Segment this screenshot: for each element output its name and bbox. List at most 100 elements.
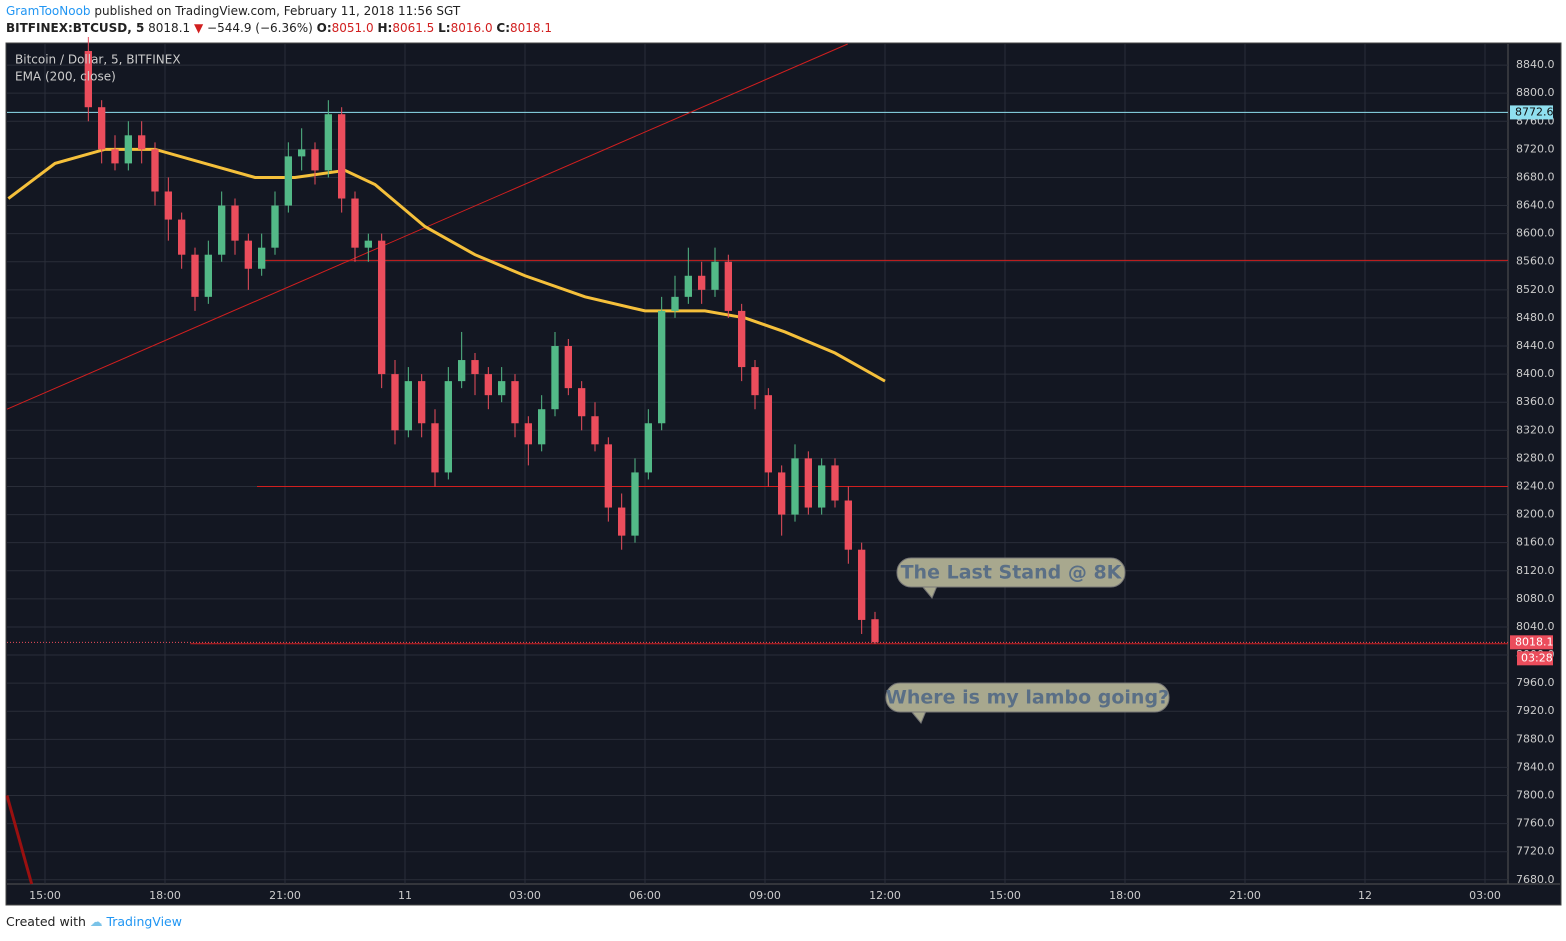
- y-tick-label: 8200.0: [1516, 508, 1555, 521]
- y-tick-label: 8040.0: [1516, 620, 1555, 633]
- candle-body: [311, 149, 319, 171]
- created: Created with: [6, 914, 86, 929]
- candle-body: [618, 507, 626, 536]
- footer: Created with ☁ TradingView: [6, 914, 182, 929]
- candle-body: [498, 381, 506, 396]
- x-tick-label: 11: [398, 889, 412, 902]
- candle-body: [404, 381, 412, 431]
- candle-body: [511, 381, 519, 424]
- y-tick-label: 8120.0: [1516, 564, 1555, 577]
- candle-body: [791, 458, 799, 515]
- brand[interactable]: TradingView: [106, 914, 182, 929]
- y-tick-label: 7760.0: [1516, 817, 1555, 830]
- last: 8018.1: [148, 21, 191, 35]
- y-tick-label: 7840.0: [1516, 760, 1555, 773]
- candle-body: [124, 135, 132, 164]
- y-tick-label: 8480.0: [1516, 311, 1555, 324]
- candle-body: [644, 423, 652, 473]
- candle-body: [111, 149, 119, 164]
- callout: [896, 557, 1126, 588]
- candle-body: [591, 416, 599, 445]
- arrow: ▼: [193, 21, 204, 35]
- author[interactable]: GramTooNoob: [6, 4, 91, 18]
- candle-body: [738, 310, 746, 368]
- candle-body: [138, 135, 146, 150]
- candle-body: [98, 107, 106, 150]
- y-tick-label: 8280.0: [1516, 451, 1555, 464]
- c-key: C:: [496, 21, 511, 35]
- candle-body: [804, 458, 812, 508]
- candle-body: [218, 205, 226, 255]
- candle-body: [831, 465, 839, 501]
- candle-body: [658, 310, 666, 424]
- x-tick-label: 09:00: [749, 889, 781, 902]
- x-tick-label: 21:00: [269, 889, 301, 902]
- y-tick-label: 8440.0: [1516, 339, 1555, 352]
- candle-body: [364, 240, 372, 248]
- candle-body: [524, 423, 532, 445]
- annotation: Where is my lambo going?: [886, 687, 1169, 709]
- candle-body: [778, 472, 786, 515]
- chart-title: Bitcoin / Dollar, 5, BITFINEX: [15, 53, 181, 67]
- y-tick-label: 8360.0: [1516, 395, 1555, 408]
- y-tick-label: 8640.0: [1516, 199, 1555, 212]
- c: 8018.1: [510, 21, 553, 35]
- y-tick-label: 8080.0: [1516, 592, 1555, 605]
- published: published on TradingView.com, February 1…: [94, 4, 461, 18]
- candle-body: [351, 198, 359, 248]
- y-tick-label: 8680.0: [1516, 170, 1555, 183]
- candle-body: [324, 114, 332, 171]
- header: GramTooNoob published on TradingView.com…: [6, 3, 552, 37]
- symbol: BITFINEX:BTCUSD, 5: [6, 21, 145, 35]
- candle-body: [564, 346, 572, 389]
- callout: [885, 682, 1170, 713]
- y-tick-label: 7680.0: [1516, 873, 1555, 886]
- candle-body: [631, 472, 639, 536]
- candle-body: [191, 254, 199, 297]
- y-tick-label: 8720.0: [1516, 142, 1555, 155]
- price-label: 8018.1: [1515, 635, 1554, 648]
- y-tick-label: 8160.0: [1516, 536, 1555, 549]
- l: 8016.0: [450, 21, 493, 35]
- countdown-bg: [1517, 651, 1553, 666]
- candle-body: [551, 346, 559, 410]
- candle-body: [164, 191, 172, 220]
- candle-body: [818, 465, 826, 508]
- candle-body: [258, 247, 266, 269]
- countdown: 03:28: [1521, 651, 1553, 664]
- x-tick-label: 12: [1358, 889, 1372, 902]
- candle-body: [484, 374, 492, 396]
- o-key: O:: [316, 21, 332, 35]
- y-tick-label: 8400.0: [1516, 367, 1555, 380]
- candle-body: [764, 395, 772, 473]
- x-tick-label: 15:00: [989, 889, 1021, 902]
- x-tick-label: 03:00: [1469, 889, 1501, 902]
- x-tick-label: 18:00: [1109, 889, 1141, 902]
- y-tick-label: 8840.0: [1516, 58, 1555, 71]
- x-tick-label: 12:00: [869, 889, 901, 902]
- candle-body: [151, 149, 159, 192]
- candle-body: [671, 296, 679, 311]
- candle-body: [538, 409, 546, 445]
- y-tick-label: 8240.0: [1516, 479, 1555, 492]
- y-tick-label: 8800.0: [1516, 86, 1555, 99]
- candle-body: [338, 114, 346, 199]
- candle-body: [711, 261, 719, 290]
- candle-body: [204, 254, 212, 297]
- x-tick-label: 06:00: [629, 889, 661, 902]
- h: 8061.5: [392, 21, 435, 35]
- y-tick-label: 8320.0: [1516, 423, 1555, 436]
- x-tick-label: 15:00: [29, 889, 61, 902]
- candle-body: [284, 156, 292, 206]
- candle-body: [391, 374, 399, 431]
- annotation: The Last Stand @ 8K: [901, 562, 1123, 584]
- candle-body: [244, 240, 252, 269]
- candle-body: [178, 219, 186, 255]
- candle-body: [844, 500, 852, 550]
- y-tick-label: 8600.0: [1516, 227, 1555, 240]
- y-tick-label: 7920.0: [1516, 704, 1555, 717]
- candle-body: [418, 381, 426, 424]
- candle-body: [751, 367, 759, 396]
- candle-body: [871, 619, 879, 643]
